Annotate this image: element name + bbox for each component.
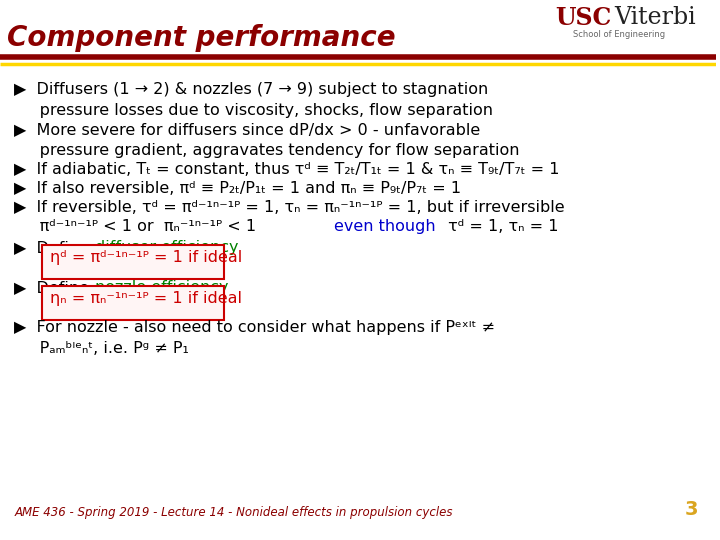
Text: pressure losses due to viscosity, shocks, flow separation: pressure losses due to viscosity, shocks… <box>14 103 493 118</box>
Text: ▶  Diffusers (1 → 2) & nozzles (7 → 9) subject to stagnation: ▶ Diffusers (1 → 2) & nozzles (7 → 9) su… <box>14 82 489 97</box>
Text: τᵈ = 1, τₙ = 1: τᵈ = 1, τₙ = 1 <box>444 219 559 234</box>
Text: ▶  Define: ▶ Define <box>14 240 94 255</box>
Text: ▶  If adiabatic, Tₜ = constant, thus τᵈ ≡ T₂ₜ/T₁ₜ = 1 & τₙ ≡ T₉ₜ/T₇ₜ = 1: ▶ If adiabatic, Tₜ = constant, thus τᵈ ≡… <box>14 162 560 177</box>
Text: nozzle efficiency: nozzle efficiency <box>95 280 229 295</box>
Text: ▶  More severe for diffusers since dP/dx > 0 - unfavorable: ▶ More severe for diffusers since dP/dx … <box>14 122 480 137</box>
Text: πᵈ⁻¹ⁿ⁻¹ᴾ < 1 or  πₙ⁻¹ⁿ⁻¹ᴾ < 1: πᵈ⁻¹ⁿ⁻¹ᴾ < 1 or πₙ⁻¹ⁿ⁻¹ᴾ < 1 <box>14 219 261 234</box>
Text: AME 436 - Spring 2019 - Lecture 14 - Nonideal effects in propulsion cycles: AME 436 - Spring 2019 - Lecture 14 - Non… <box>14 507 453 519</box>
Text: ▶  If also reversible, πᵈ ≡ P₂ₜ/P₁ₜ = 1 and πₙ ≡ P₉ₜ/P₇ₜ = 1: ▶ If also reversible, πᵈ ≡ P₂ₜ/P₁ₜ = 1 a… <box>14 181 462 196</box>
Text: even though: even though <box>335 219 436 234</box>
Text: School of Engineering: School of Engineering <box>573 30 665 39</box>
Text: diffuser efficiency: diffuser efficiency <box>95 240 239 255</box>
Text: 3: 3 <box>685 501 698 519</box>
Text: ▶  For nozzle - also need to consider what happens if Pᵉˣᴵᵗ ≠: ▶ For nozzle - also need to consider wha… <box>14 320 495 335</box>
Text: Pₐₘᵇᴵᵉₙᵗ, i.e. Pᵍ ≠ P₁: Pₐₘᵇᴵᵉₙᵗ, i.e. Pᵍ ≠ P₁ <box>14 341 189 356</box>
Text: Viterbi: Viterbi <box>613 6 696 30</box>
Text: ηᵈ = πᵈ⁻¹ⁿ⁻¹ᴾ = 1 if ideal: ηᵈ = πᵈ⁻¹ⁿ⁻¹ᴾ = 1 if ideal <box>50 250 243 265</box>
FancyBboxPatch shape <box>42 245 224 279</box>
Text: USC: USC <box>555 6 611 30</box>
FancyBboxPatch shape <box>42 286 224 320</box>
Text: ηₙ = πₙ⁻¹ⁿ⁻¹ᴾ = 1 if ideal: ηₙ = πₙ⁻¹ⁿ⁻¹ᴾ = 1 if ideal <box>50 291 242 306</box>
Text: pressure gradient, aggravates tendency for flow separation: pressure gradient, aggravates tendency f… <box>14 143 520 158</box>
Text: ▶  Define: ▶ Define <box>14 280 94 295</box>
Text: Component performance: Component performance <box>7 24 396 52</box>
Text: ▶  If reversible, τᵈ = πᵈ⁻¹ⁿ⁻¹ᴾ = 1, τₙ = πₙ⁻¹ⁿ⁻¹ᴾ = 1, but if irreversible: ▶ If reversible, τᵈ = πᵈ⁻¹ⁿ⁻¹ᴾ = 1, τₙ =… <box>14 200 565 215</box>
